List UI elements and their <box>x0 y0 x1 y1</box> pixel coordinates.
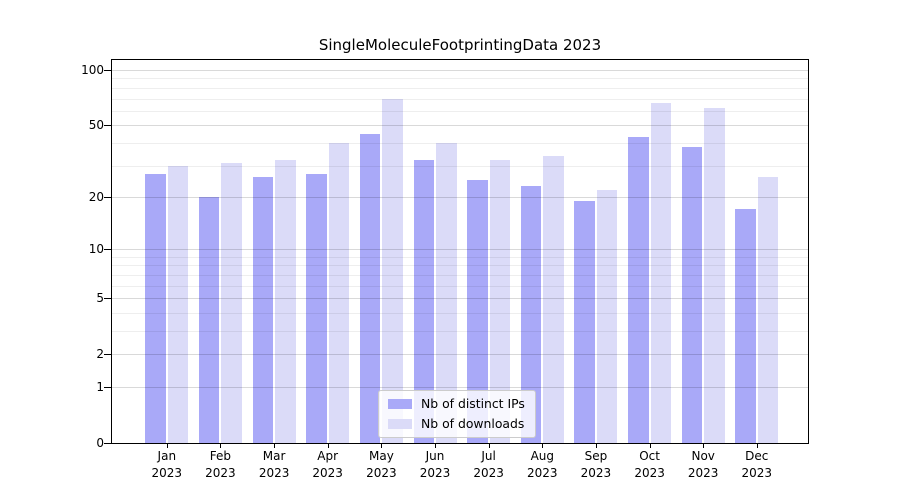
gridline-minor-6 <box>112 285 808 287</box>
y-tick-label-2: 2 <box>96 347 104 362</box>
gridline-minor-3 <box>112 331 808 332</box>
bar-ips-may <box>359 133 381 443</box>
bar-downloads-jun <box>436 142 457 443</box>
y-tick-label-5: 5 <box>96 291 104 306</box>
y-tick-label-20: 20 <box>88 189 104 204</box>
gridline-minor-9 <box>112 256 808 258</box>
gridline-minor-30 <box>112 165 808 167</box>
bar-downloads-sep <box>596 189 618 443</box>
x-tick-label-may: May 2023 <box>366 449 397 480</box>
x-tick-label-jul: Jul 2023 <box>473 449 504 480</box>
x-tick-sep <box>595 443 597 448</box>
gridline-minor-70 <box>112 98 808 100</box>
bar-ips-nov <box>681 146 703 443</box>
gridline-minor-90 <box>112 78 808 80</box>
gridline-2 <box>112 354 808 356</box>
bar-ips-aug <box>520 186 542 443</box>
bar-downloads-nov <box>704 108 725 443</box>
x-tick-label-feb: Feb 2023 <box>205 449 236 480</box>
gridline-5 <box>112 298 808 300</box>
x-tick-oct <box>649 443 651 448</box>
gridline-1 <box>112 387 808 388</box>
gridline-minor-60 <box>112 110 808 112</box>
x-tick-label-dec: Dec 2023 <box>741 449 773 480</box>
y-tick-label-50: 50 <box>88 118 104 133</box>
y-tick-label-100: 100 <box>81 63 104 77</box>
legend-label-distinct-ips: Nb of distinct IPs <box>421 396 525 411</box>
bar-downloads-aug <box>543 155 564 443</box>
x-tick-may <box>381 443 383 448</box>
x-tick-apr <box>327 443 329 448</box>
legend-label-downloads: Nb of downloads <box>421 416 525 431</box>
x-tick-feb <box>220 443 222 448</box>
x-tick-dec <box>756 443 758 448</box>
plot-area: Nb of distinct IPs Nb of downloads <box>111 59 809 444</box>
y-tick-2 <box>104 354 111 356</box>
x-tick-label-sep: Sep 2023 <box>580 449 612 480</box>
chart-title: SingleMoleculeFootprintingData 2023 <box>318 36 602 54</box>
gridline-minor-80 <box>112 87 808 89</box>
y-tick-5 <box>104 298 111 300</box>
y-tick-50 <box>104 125 111 127</box>
bar-downloads-feb <box>221 162 242 443</box>
gridline-10 <box>112 249 808 251</box>
bar-ips-jan <box>145 173 166 443</box>
bar-downloads-may <box>382 98 403 443</box>
y-tick-1 <box>104 387 111 388</box>
gridline-minor-40 <box>112 142 808 144</box>
x-tick-jul <box>488 443 490 448</box>
bar-downloads-dec <box>757 176 779 443</box>
y-tick-20 <box>104 196 111 198</box>
bar-ips-feb <box>198 196 220 443</box>
gridline-minor-7 <box>112 274 808 276</box>
y-tick-10 <box>104 249 111 251</box>
y-tick-label-0: 0 <box>96 436 104 450</box>
gridline-minor-8 <box>112 265 808 267</box>
bar-ips-jul <box>467 179 488 443</box>
bar-downloads-mar <box>275 160 296 443</box>
y-tick-label-1: 1 <box>96 380 104 394</box>
gridline-50 <box>112 125 808 127</box>
bar-ips-jun <box>413 160 434 443</box>
legend: Nb of distinct IPs Nb of downloads <box>378 390 536 438</box>
bar-ips-dec <box>735 209 756 443</box>
legend-swatch-downloads-icon <box>388 419 412 429</box>
bar-downloads-oct <box>650 103 672 443</box>
x-tick-label-oct: Oct 2023 <box>634 449 665 480</box>
legend-swatch-distinct-ips-icon <box>388 399 412 409</box>
x-tick-label-jun: Jun 2023 <box>419 449 451 480</box>
legend-item-distinct-ips: Nb of distinct IPs <box>388 397 525 411</box>
x-tick-label-apr: Apr 2023 <box>312 449 343 480</box>
y-tick-100 <box>104 70 111 71</box>
gridline-100 <box>112 70 808 71</box>
gridline-minor-4 <box>112 312 808 314</box>
x-tick-jan <box>166 443 168 448</box>
bar-ips-apr <box>306 173 327 443</box>
x-tick-label-aug: Aug 2023 <box>527 449 558 480</box>
x-tick-mar <box>274 443 276 448</box>
bar-ips-mar <box>252 176 274 443</box>
y-tick-label-10: 10 <box>88 242 104 257</box>
bar-downloads-apr <box>328 142 350 443</box>
x-tick-label-jan: Jan 2023 <box>151 449 183 480</box>
gridline-20 <box>112 196 808 198</box>
bar-downloads-jan <box>167 165 189 443</box>
bar-ips-sep <box>574 200 595 443</box>
y-tick-0 <box>104 443 111 444</box>
x-tick-label-mar: Mar 2023 <box>258 449 290 480</box>
x-tick-nov <box>703 443 705 448</box>
x-tick-jun <box>435 443 436 448</box>
bar-downloads-jul <box>489 160 511 443</box>
x-tick-label-nov: Nov 2023 <box>687 449 719 480</box>
bar-ips-oct <box>628 137 649 443</box>
x-tick-aug <box>542 443 544 448</box>
legend-item-downloads: Nb of downloads <box>388 417 525 431</box>
